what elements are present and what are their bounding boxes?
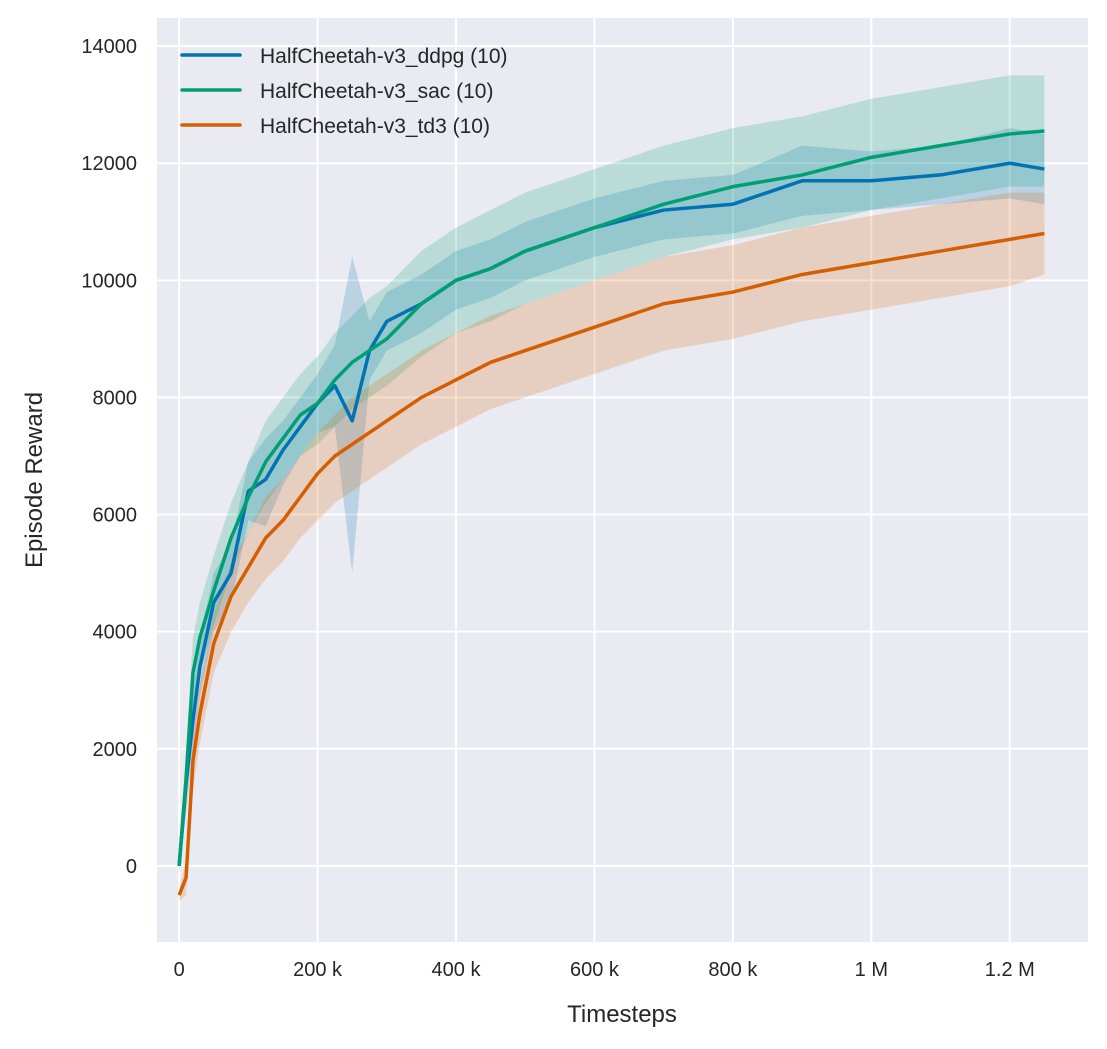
y-tick-label: 8000: [93, 387, 138, 409]
legend-label: HalfCheetah-v3_td3 (10): [260, 115, 490, 138]
series-line-2: [177, 231, 1045, 896]
y-tick-label: 0: [126, 856, 137, 878]
series-lines: [177, 129, 1045, 896]
x-tick-label: 200 k: [293, 959, 343, 981]
band-1: [179, 75, 1045, 872]
ticks: 0 200 k 400 k 600 k 800 k 1 M 1.2 M 0 2000 4000 60…: [81, 36, 1034, 981]
y-axis-label: Episode Reward: [21, 392, 48, 568]
confidence-bands: [179, 75, 1045, 902]
x-tick-label: 400 k: [432, 959, 482, 981]
x-tick-label: 600 k: [570, 959, 620, 981]
grid: [157, 18, 1088, 942]
x-tick-label: 800 k: [708, 959, 758, 981]
series-line-1: [177, 129, 1045, 867]
y-tick-label: 10000: [81, 270, 137, 292]
y-tick-label: 4000: [93, 622, 138, 644]
legend: HalfCheetah-v3_ddpg (10) HalfCheetah-v3_s…: [180, 45, 508, 138]
y-tick-label: 2000: [93, 739, 138, 761]
y-tick-label: 14000: [81, 36, 137, 58]
x-tick-label: 1 M: [855, 959, 888, 981]
band-0: [179, 128, 1045, 872]
band-2: [179, 192, 1045, 902]
legend-label: HalfCheetah-v3_ddpg (10): [260, 45, 508, 68]
x-tick-label: 0: [174, 959, 185, 981]
y-tick-label: 12000: [81, 153, 137, 175]
x-tick-label: 1.2 M: [985, 959, 1035, 981]
legend-label: HalfCheetah-v3_sac (10): [260, 80, 493, 103]
x-axis-label: Timesteps: [567, 1001, 677, 1028]
y-tick-label: 6000: [93, 505, 138, 527]
